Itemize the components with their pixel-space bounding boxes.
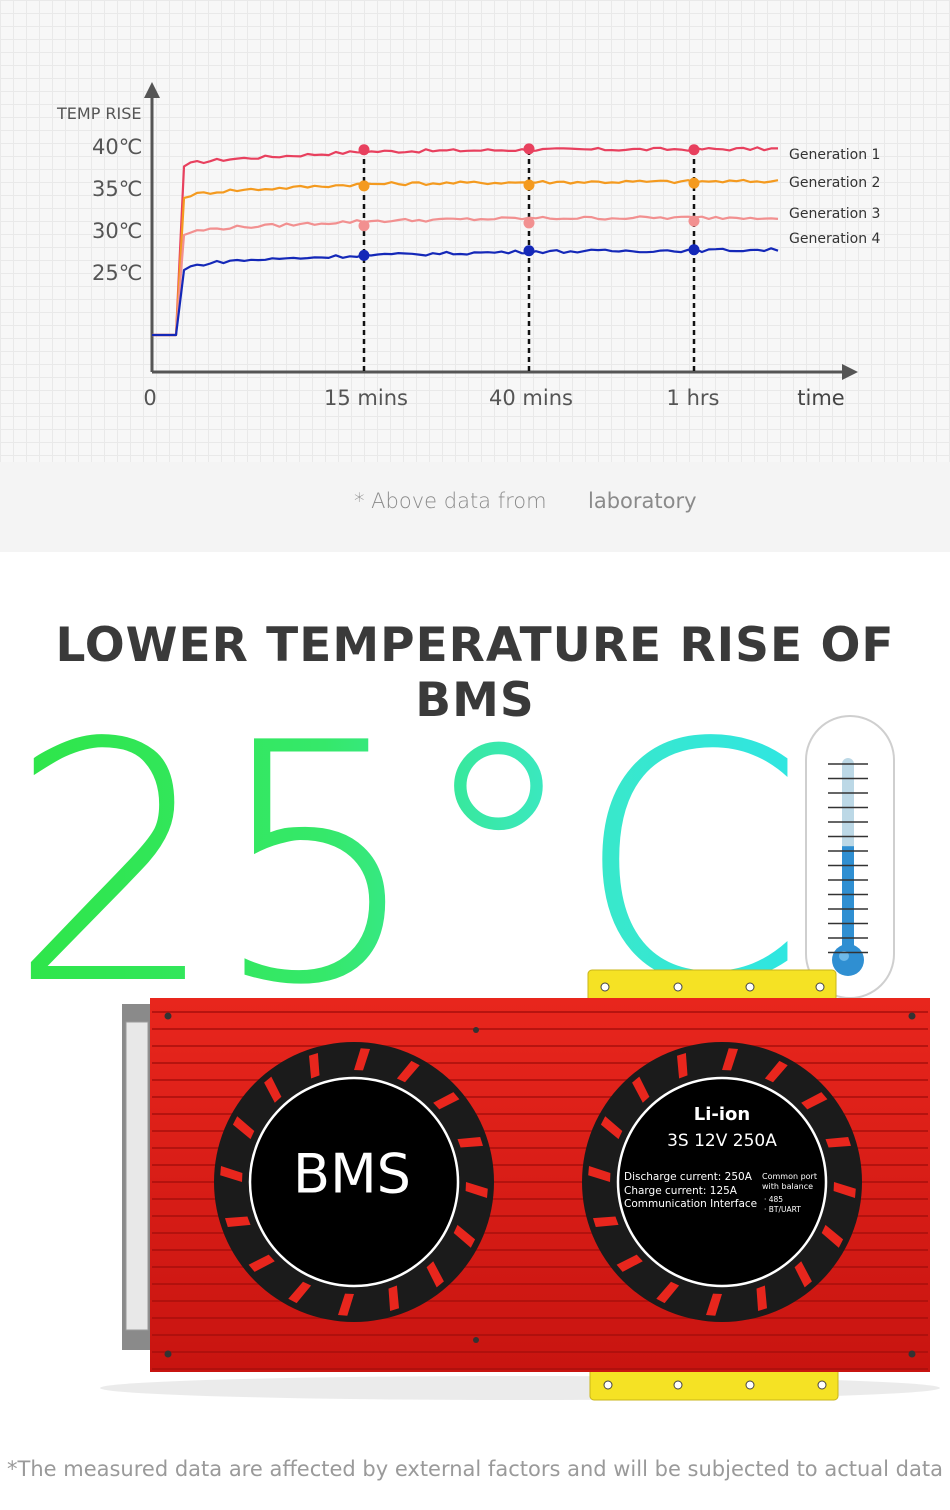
fan-left-label: BMS xyxy=(293,1143,411,1206)
x-axis-arrow xyxy=(842,364,858,380)
y-tick-label: 35℃ xyxy=(92,177,142,201)
x-tick-label: 40 mins xyxy=(489,386,573,410)
data-point xyxy=(358,180,370,192)
legend-entry: Generation 3 xyxy=(789,206,880,222)
temp-rise-chart: TEMP RISE 40℃ 35℃ 30℃ 25℃ 0 15 mins 40 mins 1 hr… xyxy=(56,82,881,410)
series-line xyxy=(152,215,779,337)
spec-line-3: Communication Interface xyxy=(624,1198,757,1210)
data-point xyxy=(358,249,370,261)
series-line xyxy=(152,146,778,337)
port-line-1: Common port xyxy=(762,1172,817,1181)
footer-note: *The measured data are affected by exter… xyxy=(7,1457,943,1481)
chart-panel: TEMP RISE 40℃ 35℃ 30℃ 25℃ 0 15 mins 40 mins 1 hr… xyxy=(0,0,950,552)
series-line xyxy=(152,178,779,337)
x-tick-label: 15 mins xyxy=(324,386,408,410)
data-point xyxy=(358,144,370,156)
legend-entry: Generation 4 xyxy=(789,231,881,247)
port-line-3: · 485 xyxy=(764,1195,783,1204)
port-line-2: with balance xyxy=(762,1182,813,1191)
y-tick-label: 25℃ xyxy=(92,261,142,285)
fan-right: Li-ion 3S 12V 250A Discharge current: 25… xyxy=(582,1042,862,1322)
x-axis-label: time xyxy=(797,386,844,410)
fan-right-title: Li-ion xyxy=(694,1104,750,1125)
data-point xyxy=(688,244,700,256)
x-tick-label: 0 xyxy=(143,386,156,410)
data-source-note: * Above data from xyxy=(354,489,547,513)
data-point xyxy=(688,144,700,156)
spec-line-1: Discharge current: 250A xyxy=(624,1171,753,1183)
data-source-lab: laboratory xyxy=(588,489,697,513)
legend-entry: Generation 1 xyxy=(789,147,880,163)
y-tick-label: 40℃ xyxy=(92,135,142,159)
data-point xyxy=(523,143,535,155)
note-band xyxy=(0,462,950,552)
data-point xyxy=(688,215,700,227)
x-tick-label: 1 hrs xyxy=(667,386,720,410)
bms-product: BMS Li-ion 3S 12V 250A Discharge current… xyxy=(100,969,940,1401)
data-point xyxy=(523,217,535,229)
legend-entry: Generation 2 xyxy=(789,175,880,191)
data-point xyxy=(688,177,700,189)
data-point xyxy=(523,245,535,257)
fan-left: BMS xyxy=(214,1042,494,1322)
y-tick-label: 30℃ xyxy=(92,219,142,243)
data-point xyxy=(358,220,370,232)
data-point xyxy=(523,179,535,191)
y-axis-label: TEMP RISE xyxy=(56,104,142,123)
port-line-4: · BT/UART xyxy=(764,1205,801,1214)
spec-line-2: Charge current: 125A xyxy=(624,1185,738,1197)
series-line xyxy=(152,247,779,337)
headline: LOWER TEMPERATURE RISE OF BMS xyxy=(55,618,895,728)
y-axis-arrow xyxy=(144,82,160,98)
fan-right-spec: 3S 12V 250A xyxy=(667,1131,777,1151)
thermometer-icon xyxy=(805,715,895,999)
